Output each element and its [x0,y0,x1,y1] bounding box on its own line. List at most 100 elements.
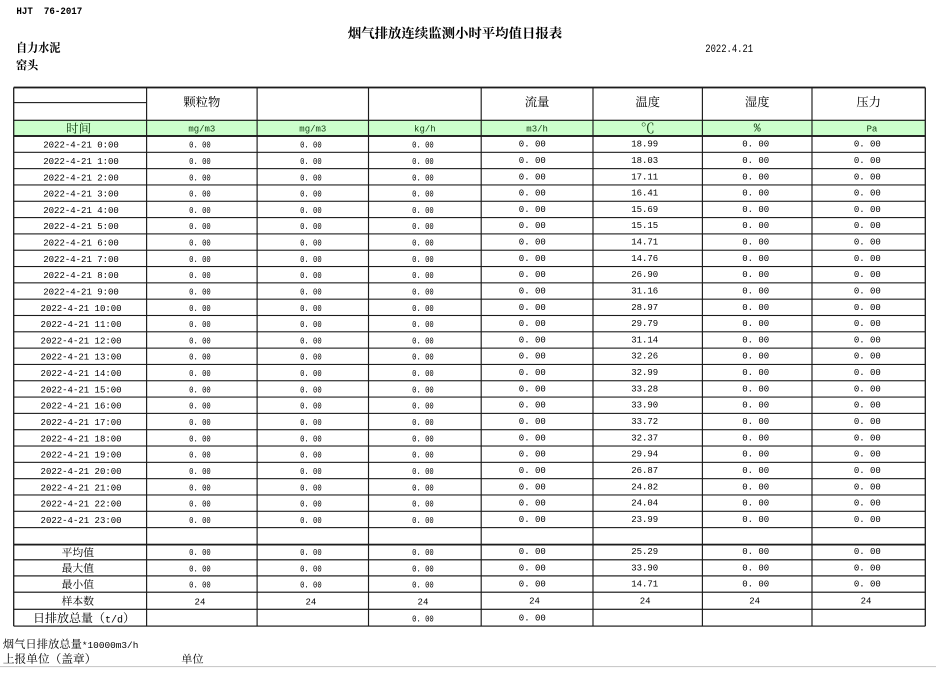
svg-text:0. 00: 0. 00 [742,318,769,329]
svg-text:0. 00: 0. 00 [742,302,769,313]
svg-text:0. 00: 0. 00 [519,188,546,199]
svg-text:15.69: 15.69 [631,204,658,215]
svg-text:2022-4-21 14:00: 2022-4-21 14:00 [41,368,122,379]
svg-text:kg/h: kg/h [414,123,436,134]
svg-text:0. 00: 0. 00 [412,238,434,249]
svg-text:%: % [754,122,761,135]
svg-text:2022.4.21: 2022.4.21 [705,44,753,56]
svg-text:0. 00: 0. 00 [519,579,546,590]
svg-text:0. 00: 0. 00 [300,466,322,477]
svg-text:0. 00: 0. 00 [189,189,211,200]
svg-text:0. 00: 0. 00 [412,303,434,314]
svg-text:0. 00: 0. 00 [742,465,769,476]
svg-text:0. 00: 0. 00 [300,189,322,200]
svg-text:2022-4-21 4:00: 2022-4-21 4:00 [43,205,119,216]
svg-text:0. 00: 0. 00 [300,417,322,428]
svg-text:*10000m3/h: *10000m3/h [82,640,138,651]
svg-text:32.26: 32.26 [631,351,658,362]
svg-text:0. 00: 0. 00 [412,189,434,200]
svg-text:0. 00: 0. 00 [854,204,881,215]
svg-text:2022-4-21 5:00: 2022-4-21 5:00 [43,221,119,232]
svg-text:0. 00: 0. 00 [854,155,881,166]
svg-text:0. 00: 0. 00 [854,449,881,460]
svg-text:0. 00: 0. 00 [742,514,769,525]
svg-text:0. 00: 0. 00 [300,221,322,232]
svg-text:0. 00: 0. 00 [189,547,211,558]
svg-text:0. 00: 0. 00 [854,188,881,199]
svg-text:24.82: 24.82 [631,481,658,492]
svg-text:0. 00: 0. 00 [300,335,322,346]
svg-text:0. 00: 0. 00 [519,171,546,182]
svg-text:0. 00: 0. 00 [742,171,769,182]
svg-text:0. 00: 0. 00 [189,156,211,167]
svg-text:0. 00: 0. 00 [519,416,546,427]
svg-text:31.16: 31.16 [631,285,658,296]
svg-text:2022-4-21 1:00: 2022-4-21 1:00 [43,156,119,167]
svg-text:0. 00: 0. 00 [742,562,769,573]
svg-text:mg/m3: mg/m3 [299,123,326,134]
svg-text:24: 24 [640,596,651,607]
svg-text:0. 00: 0. 00 [519,449,546,460]
svg-text:0. 00: 0. 00 [519,481,546,492]
svg-text:0. 00: 0. 00 [300,401,322,412]
svg-text:0. 00: 0. 00 [412,335,434,346]
svg-text:0. 00: 0. 00 [742,155,769,166]
svg-text:0. 00: 0. 00 [854,334,881,345]
svg-text:0. 00: 0. 00 [300,368,322,379]
svg-text:2022-4-21 2:00: 2022-4-21 2:00 [43,172,119,183]
svg-text:0. 00: 0. 00 [854,351,881,362]
svg-text:0. 00: 0. 00 [189,401,211,412]
svg-text:2022-4-21 18:00: 2022-4-21 18:00 [41,433,122,444]
svg-text:28.97: 28.97 [631,302,658,313]
svg-text:0. 00: 0. 00 [519,334,546,345]
svg-text:0. 00: 0. 00 [854,562,881,573]
svg-text:33.90: 33.90 [631,400,658,411]
svg-text:14.71: 14.71 [631,579,658,590]
svg-text:0. 00: 0. 00 [854,367,881,378]
svg-text:0. 00: 0. 00 [189,563,211,574]
svg-text:0. 00: 0. 00 [300,205,322,216]
svg-text:0. 00: 0. 00 [854,579,881,590]
svg-text:0. 00: 0. 00 [300,156,322,167]
svg-text:14.76: 14.76 [631,253,658,264]
svg-text:Pa: Pa [866,123,877,134]
svg-text:0. 00: 0. 00 [854,318,881,329]
svg-text:0. 00: 0. 00 [189,417,211,428]
svg-text:24: 24 [749,596,760,607]
svg-text:0. 00: 0. 00 [742,285,769,296]
svg-text:0. 00: 0. 00 [519,400,546,411]
svg-text:0. 00: 0. 00 [189,254,211,265]
svg-text:2022-4-21 20:00: 2022-4-21 20:00 [41,466,122,477]
svg-text:0. 00: 0. 00 [412,614,434,625]
svg-text:0. 00: 0. 00 [189,286,211,297]
svg-text:0. 00: 0. 00 [519,220,546,231]
svg-text:0. 00: 0. 00 [854,498,881,509]
svg-text:0. 00: 0. 00 [412,563,434,574]
svg-text:24: 24 [529,596,540,607]
svg-text:0. 00: 0. 00 [189,270,211,281]
svg-text:0. 00: 0. 00 [742,432,769,443]
svg-text:0. 00: 0. 00 [742,416,769,427]
svg-text:0. 00: 0. 00 [854,237,881,248]
svg-text:0. 00: 0. 00 [412,205,434,216]
svg-text:0. 00: 0. 00 [412,401,434,412]
svg-text:0. 00: 0. 00 [412,352,434,363]
svg-text:0. 00: 0. 00 [519,302,546,313]
svg-text:0. 00: 0. 00 [189,384,211,395]
svg-text:0. 00: 0. 00 [519,383,546,394]
svg-text:0. 00: 0. 00 [189,450,211,461]
svg-text:14.71: 14.71 [631,237,658,248]
svg-text:0. 00: 0. 00 [300,482,322,493]
svg-text:0. 00: 0. 00 [742,481,769,492]
svg-text:0. 00: 0. 00 [412,270,434,281]
svg-text:t/d: t/d [105,614,123,626]
svg-text:0. 00: 0. 00 [189,433,211,444]
svg-text:16.41: 16.41 [631,188,658,199]
svg-text:23.99: 23.99 [631,514,658,525]
svg-text:0. 00: 0. 00 [189,515,211,526]
svg-text:0. 00: 0. 00 [742,579,769,590]
svg-text:0. 00: 0. 00 [300,563,322,574]
svg-text:0. 00: 0. 00 [519,351,546,362]
svg-text:0. 00: 0. 00 [519,269,546,280]
svg-text:0. 00: 0. 00 [742,188,769,199]
